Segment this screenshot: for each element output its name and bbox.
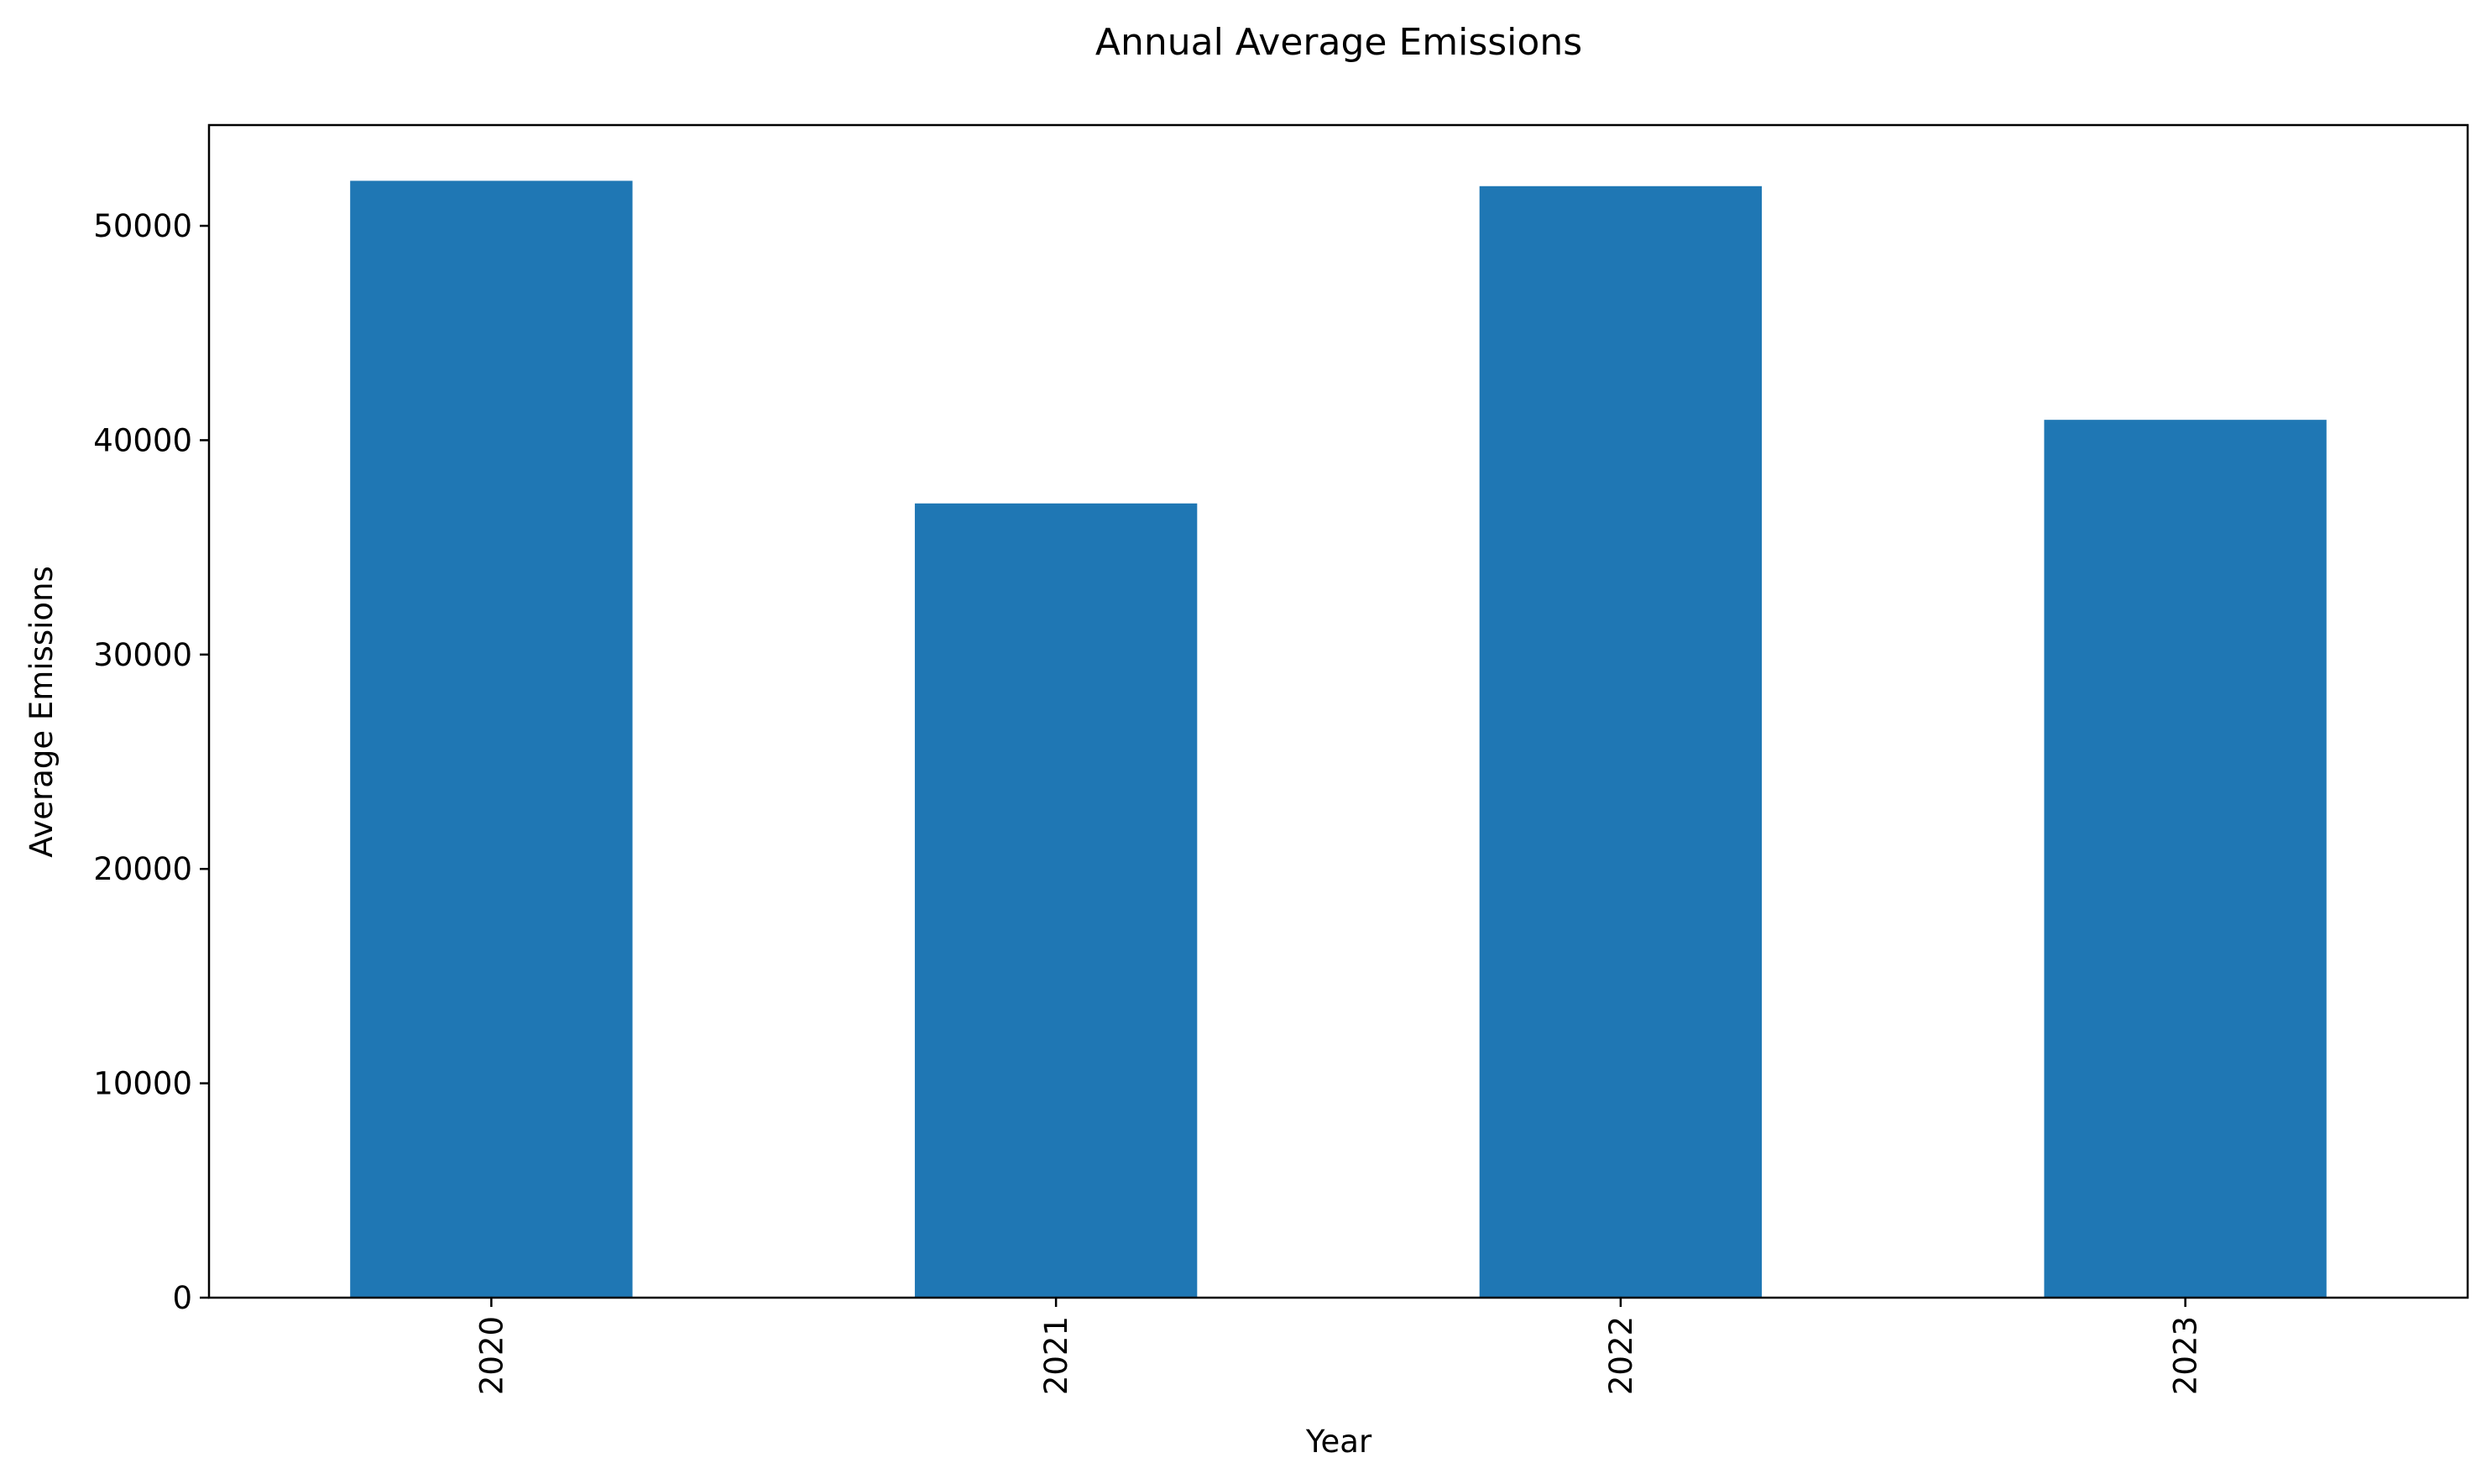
x-tick-label-2021: 2021 bbox=[1038, 1316, 1074, 1395]
plot-area-frame bbox=[207, 123, 2469, 1299]
x-tick-label-2020: 2020 bbox=[473, 1316, 509, 1395]
bar-2020 bbox=[350, 180, 633, 1298]
y-tick-label-40000: 40000 bbox=[93, 422, 192, 458]
y-tick-label-20000: 20000 bbox=[93, 851, 192, 887]
x-axis-ticks: 2020 2021 2022 2023 bbox=[473, 1298, 2204, 1395]
chart-title: Annual Average Emissions bbox=[1095, 21, 1582, 64]
y-tick-label-50000: 50000 bbox=[93, 208, 192, 244]
y-tick-label-0: 0 bbox=[172, 1280, 192, 1316]
bar-2023 bbox=[2044, 420, 2327, 1298]
y-axis-ticks: 0 10000 20000 30000 40000 50000 bbox=[93, 208, 209, 1316]
x-tick-label-2022: 2022 bbox=[1603, 1316, 1639, 1395]
x-axis-title: Year bbox=[1305, 1424, 1372, 1460]
y-axis-title: Average Emissions bbox=[24, 566, 60, 858]
y-tick-label-10000: 10000 bbox=[93, 1066, 192, 1102]
y-tick-label-30000: 30000 bbox=[93, 637, 192, 673]
bar-2021 bbox=[914, 503, 1198, 1298]
bars-group bbox=[350, 180, 2327, 1298]
bar-2022 bbox=[1479, 186, 1763, 1298]
x-tick-label-2023: 2023 bbox=[2168, 1316, 2204, 1395]
